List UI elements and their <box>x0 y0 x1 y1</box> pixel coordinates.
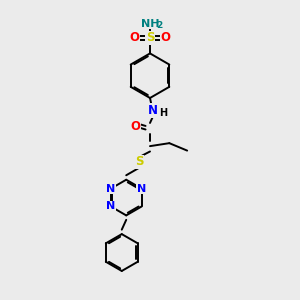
Text: H: H <box>160 108 168 118</box>
Text: N: N <box>106 202 116 212</box>
Text: S: S <box>146 32 154 44</box>
Text: N: N <box>106 184 116 194</box>
Text: N: N <box>137 184 146 194</box>
Text: N: N <box>148 104 158 117</box>
Text: O: O <box>130 120 140 133</box>
Text: S: S <box>135 155 144 168</box>
Text: O: O <box>130 32 140 44</box>
Text: O: O <box>160 32 170 44</box>
Text: 2: 2 <box>157 21 163 30</box>
Text: NH: NH <box>141 19 159 29</box>
